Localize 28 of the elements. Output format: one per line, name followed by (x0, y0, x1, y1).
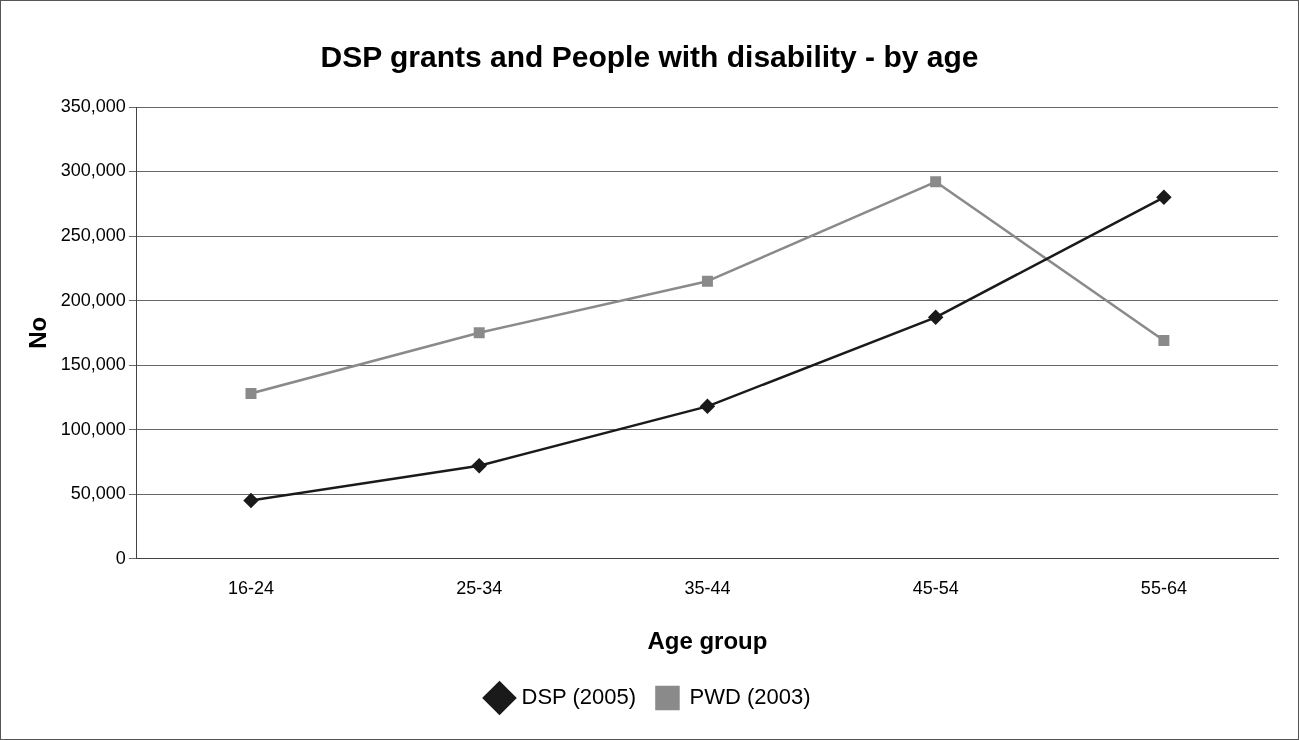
legend-label: PWD (2003) (689, 684, 811, 710)
x-tick-label: 35-44 (684, 578, 731, 599)
x-tick-label: 16-24 (227, 578, 274, 599)
point (700, 399, 715, 414)
x-tick-label: 25-34 (456, 578, 503, 599)
y-tick-label: 100,000 (60, 418, 126, 439)
chart-title: DSP grants and People with disability - by age (320, 40, 979, 74)
legend-label: DSP (2005) (521, 684, 637, 710)
y-tick-label: 200,000 (60, 289, 126, 310)
point (243, 493, 259, 508)
y-tick-label: 350,000 (60, 95, 126, 116)
y-tick-label: 250,000 (60, 225, 126, 245)
point (473, 327, 485, 339)
y-tick-label: 300,000 (60, 160, 126, 181)
point (245, 387, 257, 399)
y-tick-label: 0 (115, 547, 126, 568)
point (928, 310, 943, 325)
point (701, 275, 713, 287)
y-tick-label: 50,000 (70, 483, 126, 504)
x-tick-label: 55-64 (1140, 578, 1187, 599)
point (471, 458, 487, 473)
y-tick-label: 150,000 (60, 354, 126, 375)
x-axis-title: Age group (647, 627, 768, 655)
y-axis-title: No (24, 316, 52, 349)
point (1156, 190, 1172, 205)
point (930, 176, 942, 188)
point (1158, 335, 1170, 347)
x-tick-label: 45-54 (912, 578, 959, 599)
